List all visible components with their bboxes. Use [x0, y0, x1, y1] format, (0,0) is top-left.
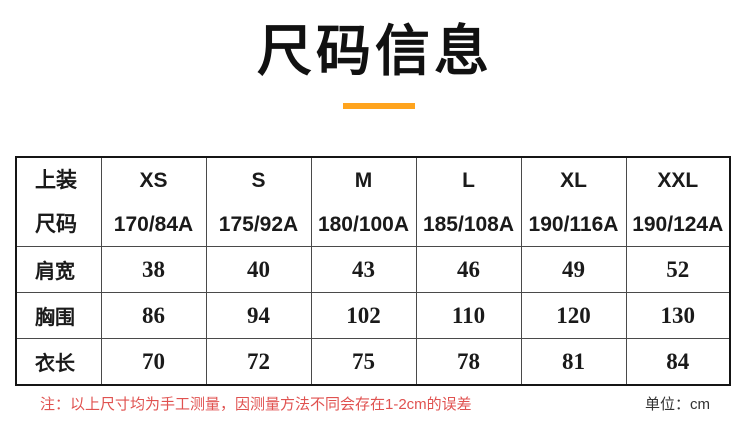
size-label: XXL: [657, 168, 699, 192]
measure-value: 40: [205, 246, 312, 293]
header-cell-xs: XS 170/84A: [100, 156, 207, 247]
measure-value: 94: [205, 292, 312, 339]
size-table: 上装 尺码 XS 170/84A S 175/92A M 180/100A L: [15, 156, 731, 386]
size-label: XL: [560, 168, 587, 192]
table-row-shoulder-width: 肩宽 38 40 43 46 49 52: [15, 246, 731, 293]
header-cell-m: M 180/100A: [310, 156, 417, 247]
size-value: 190/116A: [528, 212, 619, 236]
measure-value: 84: [625, 338, 731, 386]
measure-value: 120: [520, 292, 627, 339]
table-row-garment-length: 衣长 70 72 75 78 81 84: [15, 338, 731, 386]
header-cell-xxl: XXL 190/124A: [625, 156, 731, 247]
measure-value: 81: [520, 338, 627, 386]
unit-label: 单位：cm: [645, 396, 710, 413]
size-label: M: [354, 168, 373, 192]
title-accent-bar: [343, 103, 415, 109]
size-value: 170/84A: [113, 212, 194, 236]
measure-value: 86: [100, 292, 207, 339]
size-label: L: [462, 168, 475, 192]
measure-value: 75: [310, 338, 417, 386]
measure-value: 52: [625, 246, 731, 293]
measure-value: 110: [415, 292, 522, 339]
measure-label: 胸围: [15, 292, 102, 339]
measure-label: 肩宽: [15, 246, 102, 293]
header-cell-xl: XL 190/116A: [520, 156, 627, 247]
size-value: 190/124A: [632, 212, 724, 236]
size-value: 180/100A: [317, 212, 410, 236]
measure-value: 46: [415, 246, 522, 293]
measure-value: 78: [415, 338, 522, 386]
measurement-note: 注：以上尺寸均为手工测量，因测量方法不同会存在1-2cm的误差: [40, 396, 472, 413]
page-title: 尺码信息: [256, 20, 493, 82]
measure-label: 衣长: [15, 338, 102, 386]
header-cell-l: L 185/108A: [415, 156, 522, 247]
header-cell-s: S 175/92A: [205, 156, 312, 247]
header-row-label-line1: 上装: [35, 168, 77, 192]
measure-value: 72: [205, 338, 312, 386]
size-value: 175/92A: [218, 212, 299, 236]
size-value: 185/108A: [422, 212, 515, 236]
measure-value: 130: [625, 292, 731, 339]
table-header-row: 上装 尺码 XS 170/84A S 175/92A M 180/100A L: [15, 156, 731, 247]
measure-value: 49: [520, 246, 627, 293]
header-cell-row-labels: 上装 尺码: [15, 156, 102, 247]
header-row-label-line2: 尺码: [35, 212, 77, 236]
table-row-chest: 胸围 86 94 102 110 120 130: [15, 292, 731, 339]
size-label: S: [251, 168, 266, 192]
measure-value: 70: [100, 338, 207, 386]
measure-value: 38: [100, 246, 207, 293]
measure-value: 102: [310, 292, 417, 339]
size-label: XS: [139, 168, 168, 192]
measure-value: 43: [310, 246, 417, 293]
